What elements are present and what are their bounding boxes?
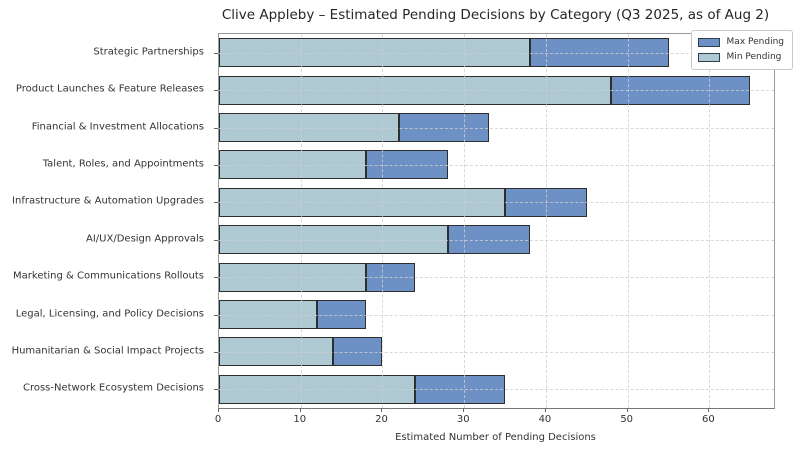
x-gridline <box>300 34 302 408</box>
max-bar-segment <box>317 299 367 330</box>
category-label: Talent, Roles, and Appointments <box>42 158 204 170</box>
x-tick-label: 0 <box>214 414 222 425</box>
legend-label: Max Pending <box>726 37 784 47</box>
y-gridline <box>219 314 774 316</box>
y-tick-mark <box>214 202 218 204</box>
y-axis-labels: Strategic Partnerships Product Launches &… <box>0 33 212 407</box>
min-bar-segment <box>219 299 318 330</box>
legend-label: Min Pending <box>726 52 782 62</box>
y-gridline <box>219 164 774 166</box>
x-gridline <box>545 34 547 408</box>
x-gridline <box>709 34 711 408</box>
x-axis: 0 10 20 30 40 50 60 <box>214 408 773 432</box>
category-label: Infrastructure & Automation Upgrades <box>12 195 204 207</box>
category-label: Product Launches & Feature Releases <box>15 83 204 95</box>
plot-area <box>214 33 775 409</box>
x-tick-label: 60 <box>702 414 715 425</box>
y-tick-mark <box>214 52 218 54</box>
max-bar-segment <box>398 112 489 143</box>
min-bar-segment <box>219 262 367 292</box>
y-tick-mark <box>214 127 218 129</box>
x-tick-mark <box>218 408 219 412</box>
x-gridline <box>627 34 629 408</box>
x-tick-label: 40 <box>538 414 552 425</box>
x-tick-label: 30 <box>456 414 470 425</box>
chart-title: Clive Appleby – Estimated Pending Decisi… <box>221 7 770 23</box>
x-gridline <box>382 34 384 408</box>
y-tick-mark <box>214 389 218 391</box>
y-gridline <box>219 127 774 129</box>
x-tick-mark <box>708 408 710 412</box>
max-bar-segment <box>415 374 506 404</box>
x-tick-mark <box>544 408 546 412</box>
max-bar-segment <box>366 262 416 292</box>
y-tick-mark <box>214 90 218 92</box>
x-gridline <box>464 34 466 408</box>
x-tick-mark <box>299 408 301 412</box>
min-bar-segment <box>219 374 416 404</box>
max-pending-swatch-icon <box>697 38 720 47</box>
x-axis-label: Estimated Number of Pending Decisions <box>395 432 596 443</box>
y-gridline <box>219 239 774 241</box>
x-tick-label: 50 <box>620 414 634 425</box>
category-label: Strategic Partnerships <box>93 46 204 58</box>
y-gridline <box>219 277 774 279</box>
min-bar-segment <box>219 112 399 143</box>
x-tick-mark <box>381 408 383 412</box>
legend-item-min-pending: Min Pending <box>697 50 784 65</box>
y-gridline <box>219 52 774 54</box>
y-gridline <box>219 351 774 353</box>
y-gridline <box>219 202 774 204</box>
x-tick-label: 10 <box>293 414 307 425</box>
y-tick-mark <box>214 277 218 279</box>
min-pending-swatch-icon <box>697 53 720 62</box>
min-bar-segment <box>219 187 506 217</box>
category-label: Marketing & Communications Rollouts <box>13 270 204 282</box>
category-label: Humanitarian & Social Impact Projects <box>11 345 204 357</box>
legend: Max Pending Min Pending <box>690 30 793 70</box>
y-gridline <box>219 389 774 391</box>
y-tick-mark <box>214 314 218 316</box>
y-gridline <box>219 90 774 92</box>
category-label: Cross-Network Ecosystem Decisions <box>22 382 204 394</box>
max-bar-segment <box>611 75 751 105</box>
y-tick-mark <box>214 164 218 166</box>
category-label: AI/UX/Design Approvals <box>86 233 204 245</box>
x-tick-label: 20 <box>375 414 388 425</box>
x-tick-mark <box>626 408 628 412</box>
x-tick-mark <box>463 408 465 412</box>
category-label: Financial & Investment Allocations <box>31 121 204 132</box>
y-tick-mark <box>214 351 218 353</box>
category-label: Legal, Licensing, and Policy Decisions <box>15 308 204 319</box>
y-tick-mark <box>214 239 218 241</box>
legend-item-max-pending: Max Pending <box>697 35 784 50</box>
